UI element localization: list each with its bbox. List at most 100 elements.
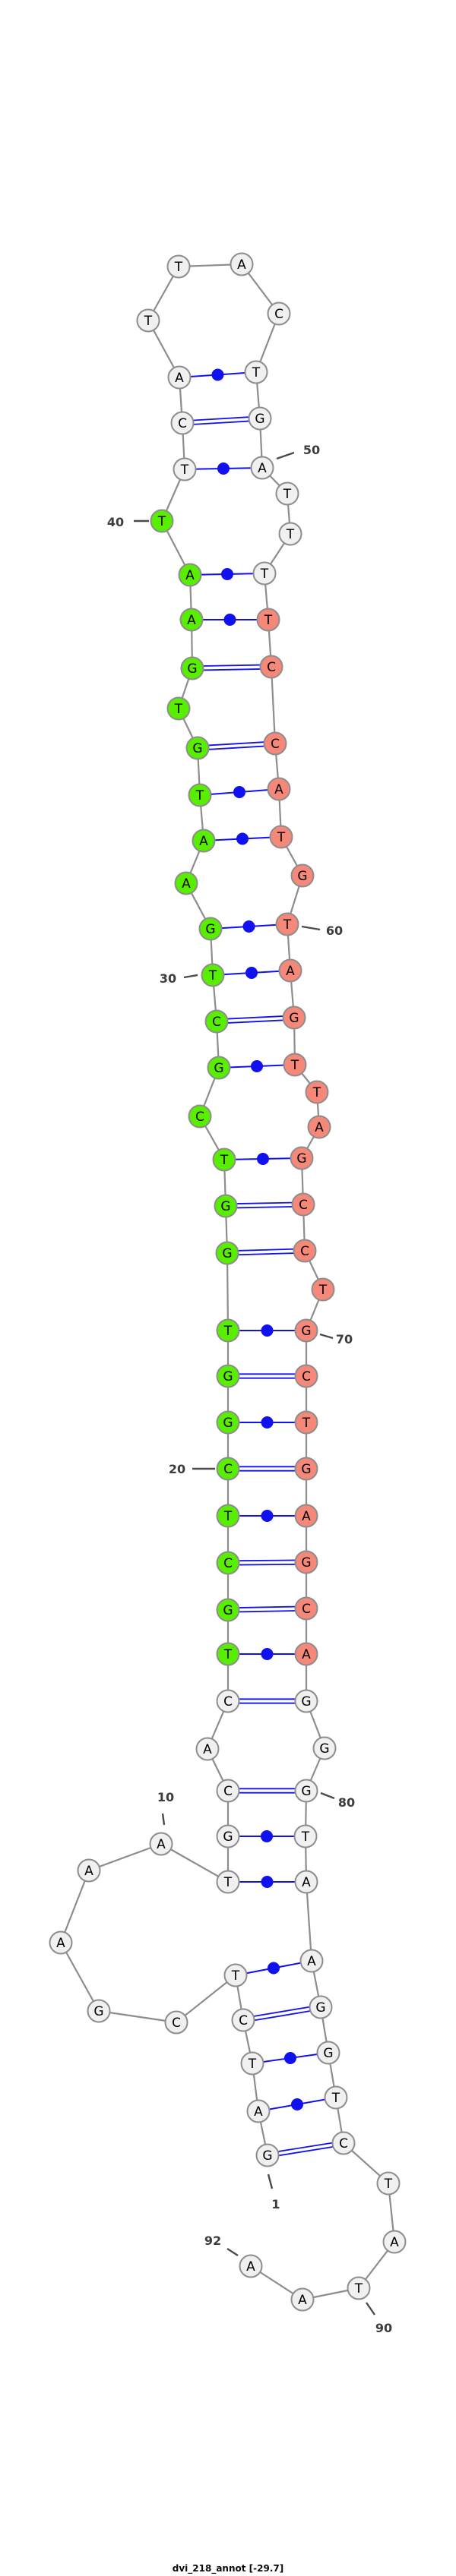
- nucleotide-circle-36: [166, 696, 191, 721]
- nucleotide-circle-64: [305, 1080, 329, 1104]
- nucleotide-circle-4: [231, 2008, 255, 2032]
- figure-title: dvi_218_annot [-29.7]: [172, 2563, 284, 2574]
- nucleotide-circle-13: [216, 1779, 240, 1803]
- nucleotide-letter-9: A: [84, 1864, 93, 1879]
- nucleotide-circle-48: [244, 360, 268, 384]
- nucleotide-circle-31: [198, 917, 223, 941]
- nucleotide-letter-31: G: [205, 922, 215, 937]
- nucleotide-letter-45: T: [174, 260, 183, 275]
- nucleotide-circle-22: [216, 1364, 240, 1388]
- nucleotide-letter-62: G: [289, 1011, 299, 1026]
- nucleotide-letter-41: T: [180, 462, 189, 478]
- nucleotide-circle-44: [136, 308, 160, 333]
- nucleotide-letter-7: G: [93, 2004, 103, 2019]
- pair-dot-icon: [221, 568, 233, 580]
- nucleotide-letter-91: A: [298, 2293, 307, 2308]
- nucleotide-circle-21: [216, 1410, 240, 1435]
- nucleotide-circle-56: [263, 731, 287, 756]
- nucleotide-circle-20: [216, 1457, 240, 1481]
- nucleotide-circle-3: [240, 2051, 264, 2076]
- nucleotide-letter-79: G: [319, 1741, 329, 1757]
- nucleotide-letter-5: T: [231, 1968, 240, 1984]
- nucleotide-circle-51: [275, 481, 299, 506]
- nucleotide-letter-48: T: [252, 365, 261, 380]
- nucleotide-circle-25: [214, 1194, 238, 1218]
- nucleotide-circle-8: [49, 1930, 73, 1955]
- nucleotide-letter-42: C: [178, 416, 187, 431]
- nucleotide-circle-65: [307, 1115, 331, 1139]
- nucleotide-letter-22: G: [223, 1369, 233, 1384]
- nucleotide-circle-11: [216, 1870, 240, 1894]
- pair-dot-icon: [236, 832, 249, 845]
- nucleotide-letter-17: G: [223, 1603, 233, 1618]
- backbone-segment: [60, 1942, 100, 2012]
- nucleotide-letter-15: C: [223, 1694, 233, 1709]
- nucleotide-letter-27: C: [195, 1110, 204, 1125]
- position-label-10: 10: [157, 1790, 174, 1804]
- nucleotide-circle-87: [331, 2131, 356, 2155]
- pair-dot-icon: [233, 786, 245, 798]
- base-pair-double-bond: [192, 668, 272, 671]
- nucleotide-circle-2: [246, 2099, 271, 2123]
- pair-dot-icon: [261, 1416, 274, 1428]
- base-pair-double-bond: [216, 1015, 294, 1021]
- nucleotide-letter-83: A: [307, 1954, 316, 1969]
- pair-dot-icon: [261, 1830, 273, 1842]
- nucleotide-circle-74: [294, 1504, 318, 1528]
- nucleotide-letter-53: T: [260, 567, 269, 582]
- nucleotide-circle-89: [382, 2230, 407, 2254]
- nucleotide-letter-67: C: [299, 1198, 308, 1213]
- nucleotide-letter-36: T: [174, 702, 183, 717]
- backbone-segment: [176, 1975, 236, 2023]
- nucleotide-letter-35: G: [192, 741, 202, 756]
- nucleotide-circle-17: [216, 1598, 240, 1622]
- nucleotide-letter-82: A: [302, 1875, 311, 1890]
- nucleotide-circle-55: [259, 655, 283, 679]
- nucleotide-circle-9: [77, 1858, 101, 1883]
- nucleotide-letter-34: T: [195, 788, 204, 803]
- nucleotide-circle-23: [216, 1318, 240, 1343]
- nucleotide-letter-30: T: [208, 968, 217, 983]
- position-label-60: 60: [326, 923, 343, 938]
- nucleotide-letter-71: C: [302, 1369, 311, 1384]
- nucleotide-circle-62: [282, 1005, 306, 1030]
- nucleotide-circle-60: [275, 912, 299, 936]
- nucleotide-letter-87: C: [339, 2136, 348, 2151]
- base-pair-double-bond: [228, 1563, 307, 1566]
- base-pair-double-bond: [198, 744, 276, 751]
- base-pair-double-bond: [243, 2008, 321, 2023]
- nucleotide-letter-54: T: [264, 613, 273, 628]
- nucleotide-circle-59: [290, 863, 315, 888]
- nucleotide-circle-24: [215, 1241, 239, 1265]
- nucleotide-letter-49: G: [255, 412, 264, 427]
- position-tick: [319, 1333, 334, 1340]
- nucleotide-circle-58: [269, 825, 293, 849]
- nucleotide-circle-41: [173, 457, 197, 481]
- nucleotide-letter-90: T: [354, 2281, 363, 2297]
- nucleotide-letter-1: G: [262, 2148, 272, 2164]
- nucleotide-letter-89: A: [390, 2235, 399, 2250]
- nucleotide-circle-79: [312, 1736, 337, 1760]
- position-label-40: 40: [107, 515, 124, 529]
- nucleotide-circle-1: [255, 2143, 280, 2167]
- nucleotide-circle-30: [201, 963, 225, 987]
- nucleotide-circle-39: [178, 563, 202, 587]
- pair-dot-icon: [223, 614, 236, 626]
- nucleotide-letter-84: G: [315, 2000, 325, 2016]
- nucleotide-circle-73: [294, 1457, 318, 1481]
- backbone-segment: [305, 1881, 313, 1962]
- backbone-segment: [270, 666, 277, 744]
- nucleotide-letter-70: G: [301, 1324, 311, 1339]
- nucleotide-circle-34: [188, 783, 212, 807]
- nucleotide-letter-3: T: [248, 2057, 257, 2072]
- nucleotide-letter-85: G: [323, 2046, 333, 2061]
- position-tick: [366, 2302, 375, 2316]
- nucleotide-circle-77: [294, 1642, 318, 1666]
- nucleotide-circle-19: [216, 1504, 240, 1528]
- pair-dot-icon: [291, 2098, 303, 2110]
- base-pair-double-bond: [268, 2144, 344, 2158]
- nucleotide-letter-43: A: [175, 371, 184, 386]
- position-tick: [301, 925, 321, 931]
- nucleotide-letter-55: C: [267, 660, 276, 675]
